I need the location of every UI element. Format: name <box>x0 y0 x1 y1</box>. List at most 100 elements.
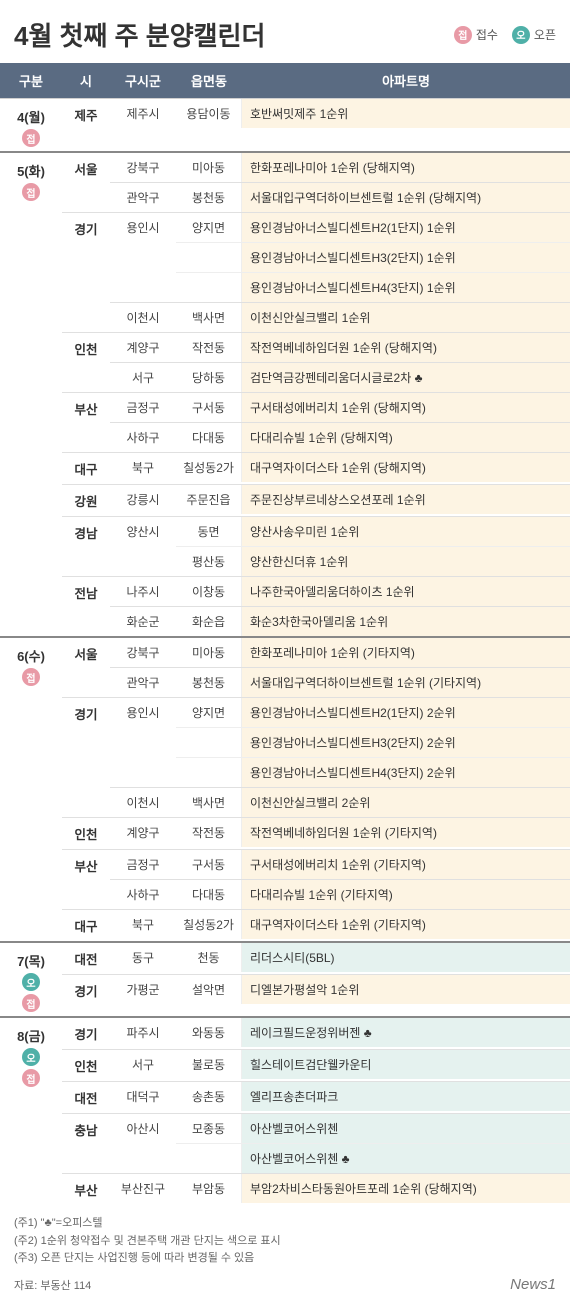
eup-cell: 화순읍 <box>176 607 242 636</box>
date-cell: 4(월)접 <box>0 99 62 151</box>
eup-cell: 작전동 <box>176 818 242 847</box>
gu-cell: 화순군 <box>110 607 176 636</box>
gu-body: 당하동검단역금강펜테리움더시글로2차 ♣ <box>176 363 570 392</box>
day-body: 대전동구천동리더스시티(5BL)경기가평군설악면디엘본가평설악 1순위 <box>62 943 570 1016</box>
note-3: (주3) 오픈 단지는 사업진행 등에 따라 변경될 수 있음 <box>14 1250 556 1268</box>
gu-cell: 부산진구 <box>110 1174 176 1203</box>
si-block: 부산부산진구부암동부암2차비스타동원아트포레 1순위 (당해지역) <box>62 1173 570 1205</box>
gu-body: 작전동작전역베네하임더원 1순위 (기타지역) <box>176 818 570 847</box>
si-cell: 대전 <box>62 1082 110 1113</box>
table-row: 당하동검단역금강펜테리움더시글로2차 ♣ <box>176 363 570 392</box>
si-block: 서울강북구미아동한화포레나미아 1순위 (기타지역)관악구봉천동서울대입구역더하… <box>62 638 570 697</box>
si-body: 부산진구부암동부암2차비스타동원아트포레 1순위 (당해지역) <box>110 1174 570 1205</box>
apt-cell: 양산한신더휴 1순위 <box>242 547 570 576</box>
gu-block: 서구불로동힐스테이트검단웰카운티 <box>110 1050 570 1079</box>
gu-body: 설악면디엘본가평설악 1순위 <box>176 975 570 1004</box>
si-body: 용인시양지면용인경남아너스빌디센트H2(1단지) 2순위용인경남아너스빌디센트H… <box>110 698 570 817</box>
gu-body: 양지면용인경남아너스빌디센트H2(1단지) 1순위용인경남아너스빌디센트H3(2… <box>176 213 570 302</box>
gu-cell: 이천시 <box>110 303 176 332</box>
apt-cell: 화순3차한국아델리움 1순위 <box>242 607 570 636</box>
gu-cell: 제주시 <box>110 99 176 128</box>
si-cell: 대구 <box>62 453 110 484</box>
date-label: 7(목) <box>17 951 45 970</box>
date-label: 5(화) <box>17 161 45 180</box>
table-row: 다대동다대리슈빌 1순위 (기타지역) <box>176 880 570 909</box>
apt-cell: 힐스테이트검단웰카운티 <box>242 1050 570 1079</box>
si-body: 파주시와동동레이크필드운정위버젠 ♣ <box>110 1018 570 1049</box>
day-block: 8(금)오접경기파주시와동동레이크필드운정위버젠 ♣인천서구불로동힐스테이트검단… <box>0 1016 570 1205</box>
si-cell: 충남 <box>62 1114 110 1173</box>
si-body: 계양구작전동작전역베네하임더원 1순위 (기타지역) <box>110 818 570 849</box>
gu-block: 용인시양지면용인경남아너스빌디센트H2(1단지) 2순위용인경남아너스빌디센트H… <box>110 698 570 787</box>
eup-cell: 양지면 <box>176 698 242 727</box>
si-cell: 인천 <box>62 818 110 849</box>
col-apt: 아파트명 <box>242 63 570 98</box>
gu-cell: 가평군 <box>110 975 176 1004</box>
gu-body: 봉천동서울대입구역더하이브센트럴 1순위 (당해지역) <box>176 183 570 212</box>
si-block: 경기가평군설악면디엘본가평설악 1순위 <box>62 974 570 1006</box>
legend-open: 오 오픈 <box>512 26 556 44</box>
calendar-container: 4월 첫째 주 분양캘린더 접 접수 오 오픈 구분 시 구시군 읍면동 아파트… <box>0 0 570 1307</box>
si-cell: 대구 <box>62 910 110 941</box>
gu-cell: 파주시 <box>110 1018 176 1047</box>
gu-cell: 강북구 <box>110 153 176 182</box>
date-cell: 8(금)오접 <box>0 1018 62 1205</box>
table-header: 구분 시 구시군 읍면동 아파트명 <box>0 63 570 98</box>
table-row: 용담이동호반써밋제주 1순위 <box>176 99 570 128</box>
eup-cell: 다대동 <box>176 880 242 909</box>
gu-body: 양지면용인경남아너스빌디센트H2(1단지) 2순위용인경남아너스빌디센트H3(2… <box>176 698 570 787</box>
jup-badge-icon: 접 <box>22 668 40 686</box>
gu-cell: 관악구 <box>110 183 176 212</box>
si-body: 아산시모종동아산벨코어스위첸아산벨코어스위첸 ♣ <box>110 1114 570 1173</box>
apt-cell: 아산벨코어스위첸 ♣ <box>242 1144 570 1173</box>
gu-body: 칠성동2가대구역자이더스타 1순위 (당해지역) <box>176 453 570 482</box>
eup-cell: 칠성동2가 <box>176 453 242 482</box>
si-body: 동구천동리더스시티(5BL) <box>110 943 570 974</box>
gu-block: 관악구봉천동서울대입구역더하이브센트럴 1순위 (기타지역) <box>110 667 570 697</box>
si-block: 경남양산시동면양산사송우미린 1순위평산동양산한신더휴 1순위 <box>62 516 570 576</box>
day-block: 7(목)오접대전동구천동리더스시티(5BL)경기가평군설악면디엘본가평설악 1순… <box>0 941 570 1016</box>
si-block: 인천서구불로동힐스테이트검단웰카운티 <box>62 1049 570 1081</box>
table-row: 주문진읍주문진상부르네상스오션포레 1순위 <box>176 485 570 514</box>
gu-block: 파주시와동동레이크필드운정위버젠 ♣ <box>110 1018 570 1047</box>
eup-cell: 송촌동 <box>176 1082 242 1111</box>
gu-body: 용담이동호반써밋제주 1순위 <box>176 99 570 128</box>
gu-block: 이천시백사면이천신안실크밸리 1순위 <box>110 302 570 332</box>
si-block: 경기용인시양지면용인경남아너스빌디센트H2(1단지) 2순위용인경남아너스빌디센… <box>62 697 570 817</box>
apt-cell: 주문진상부르네상스오션포레 1순위 <box>242 485 570 514</box>
gu-body: 천동리더스시티(5BL) <box>176 943 570 972</box>
table-row: 설악면디엘본가평설악 1순위 <box>176 975 570 1004</box>
si-cell: 제주 <box>62 99 110 130</box>
gu-body: 모종동아산벨코어스위첸아산벨코어스위첸 ♣ <box>176 1114 570 1173</box>
jup-badge-icon: 접 <box>22 1069 40 1087</box>
eup-cell: 평산동 <box>176 547 242 576</box>
eup-cell <box>176 243 242 272</box>
si-block: 경기파주시와동동레이크필드운정위버젠 ♣ <box>62 1018 570 1049</box>
eup-cell: 당하동 <box>176 363 242 392</box>
table-row: 미아동한화포레나미아 1순위 (기타지역) <box>176 638 570 667</box>
date-cell: 6(수)접 <box>0 638 62 941</box>
legend-open-label: 오픈 <box>534 26 556 43</box>
eup-cell: 용담이동 <box>176 99 242 128</box>
gu-block: 북구칠성동2가대구역자이더스타 1순위 (당해지역) <box>110 453 570 482</box>
gu-block: 강북구미아동한화포레나미아 1순위 (당해지역) <box>110 153 570 182</box>
apt-cell: 이천신안실크밸리 1순위 <box>242 303 570 332</box>
gu-body: 미아동한화포레나미아 1순위 (기타지역) <box>176 638 570 667</box>
si-block: 부산금정구구서동구서태성에버리치 1순위 (당해지역)사하구다대동다대리슈빌 1… <box>62 392 570 452</box>
apt-cell: 이천신안실크밸리 2순위 <box>242 788 570 817</box>
gu-block: 나주시이창동나주한국아델리움더하이츠 1순위 <box>110 577 570 606</box>
si-block: 대구북구칠성동2가대구역자이더스타 1순위 (당해지역) <box>62 452 570 484</box>
gu-body: 미아동한화포레나미아 1순위 (당해지역) <box>176 153 570 182</box>
page-title: 4월 첫째 주 분양캘린더 <box>14 16 265 53</box>
gu-cell: 사하구 <box>110 880 176 909</box>
si-body: 북구칠성동2가대구역자이더스타 1순위 (기타지역) <box>110 910 570 941</box>
eup-cell: 구서동 <box>176 850 242 879</box>
gu-body: 작전동작전역베네하임더원 1순위 (당해지역) <box>176 333 570 362</box>
gu-cell: 북구 <box>110 453 176 482</box>
si-body: 강북구미아동한화포레나미아 1순위 (기타지역)관악구봉천동서울대입구역더하이브… <box>110 638 570 697</box>
gu-block: 동구천동리더스시티(5BL) <box>110 943 570 972</box>
eup-cell: 이창동 <box>176 577 242 606</box>
eup-cell: 부암동 <box>176 1174 242 1203</box>
si-cell: 서울 <box>62 638 110 697</box>
legend-jup-label: 접수 <box>476 26 498 43</box>
